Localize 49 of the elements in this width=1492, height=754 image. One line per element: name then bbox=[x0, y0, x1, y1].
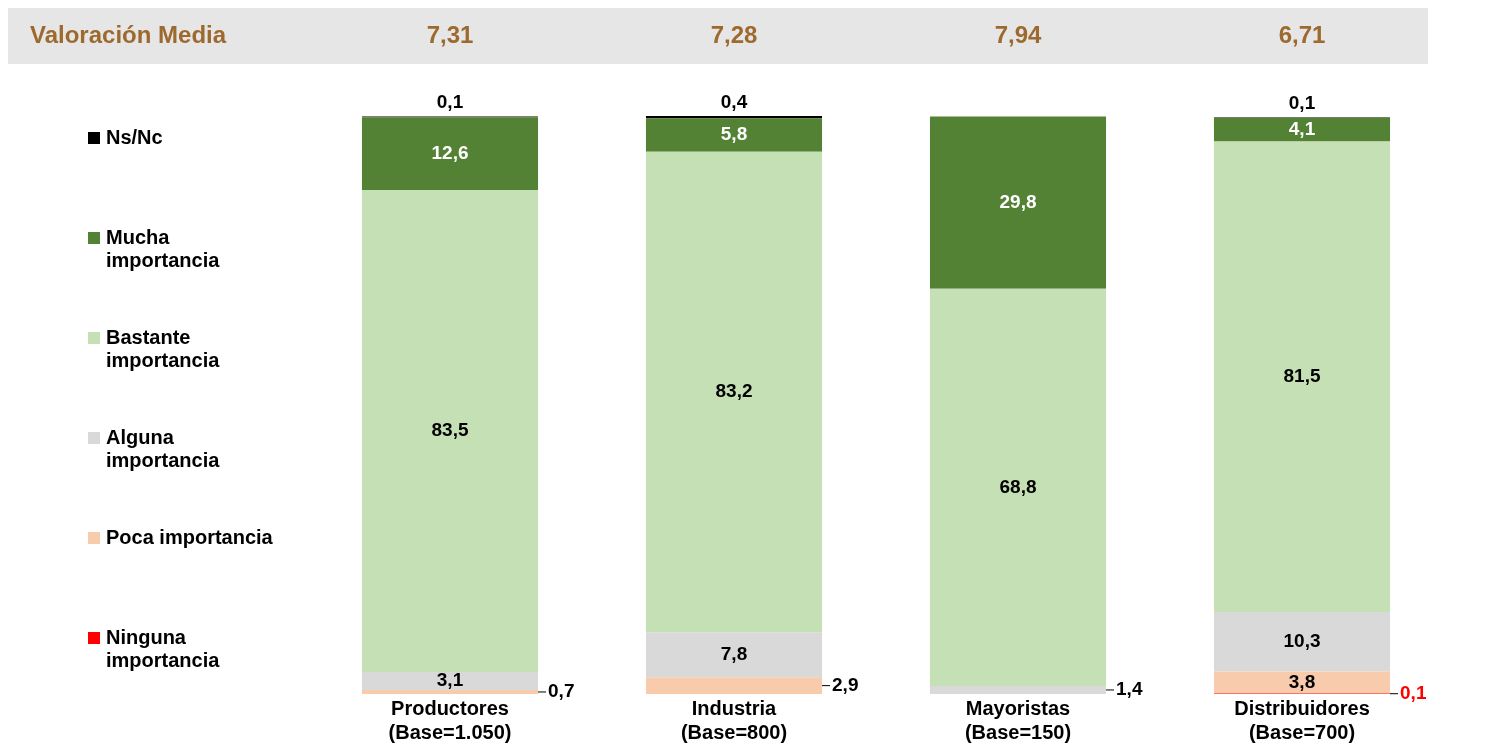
bar bbox=[645, 118, 823, 152]
text: 7,28 bbox=[710, 20, 758, 48]
bar bbox=[361, 117, 539, 190]
x-tick-label: Industria (Base=800) bbox=[680, 696, 788, 743]
bar bbox=[929, 116, 1107, 289]
legend-label: Poca importancia bbox=[106, 526, 273, 549]
data-label: 5,8 bbox=[720, 123, 748, 145]
x-tick-label: Distribuidores (Base=700) bbox=[1234, 696, 1370, 743]
data-label: 0,1 bbox=[1400, 681, 1427, 703]
bar bbox=[1213, 612, 1391, 672]
bar bbox=[361, 672, 539, 690]
data-label: 0,1 bbox=[436, 91, 464, 113]
bar bbox=[645, 632, 823, 678]
data-label: 0,4 bbox=[720, 90, 748, 112]
bar bbox=[1213, 117, 1391, 142]
text: 6,71 bbox=[1278, 20, 1326, 48]
bar bbox=[645, 677, 823, 694]
bar bbox=[1213, 141, 1391, 613]
x-tick-label: Productores (Base=1.050) bbox=[388, 696, 512, 743]
data-label: 83,5 bbox=[431, 419, 469, 441]
data-label: 83,2 bbox=[715, 380, 753, 402]
legend-label: Alguna importancia bbox=[106, 426, 221, 472]
bar bbox=[361, 689, 539, 694]
data-label: 81,5 bbox=[1283, 364, 1321, 386]
legend-label: Ninguna importancia bbox=[106, 626, 221, 672]
x-tick-label: Mayoristas (Base=150) bbox=[964, 696, 1072, 743]
data-label: 2,9 bbox=[832, 673, 859, 695]
data-label: 10,3 bbox=[1283, 629, 1321, 651]
data-label: 29,8 bbox=[999, 190, 1037, 212]
data-label: 0,7 bbox=[548, 680, 575, 702]
data-label: 7,8 bbox=[720, 642, 748, 664]
bar bbox=[929, 685, 1107, 694]
data-label: 1,4 bbox=[1116, 678, 1143, 700]
bar bbox=[361, 189, 539, 673]
data-label: 3,8 bbox=[1288, 670, 1316, 692]
legend-label: Bastante importancia bbox=[106, 326, 221, 372]
data-label: 68,8 bbox=[999, 475, 1037, 497]
bar bbox=[1213, 671, 1391, 694]
text: Valoración Media bbox=[30, 20, 227, 48]
bar bbox=[929, 288, 1107, 686]
text: 7,31 bbox=[426, 20, 474, 48]
data-label: 3,1 bbox=[436, 669, 464, 691]
bar bbox=[645, 151, 823, 633]
legend-label: Mucha importancia bbox=[106, 226, 221, 272]
data-label: 12,6 bbox=[431, 141, 469, 163]
data-label: 4,1 bbox=[1288, 117, 1316, 139]
data-label: 0,1 bbox=[1288, 91, 1316, 113]
text: 7,94 bbox=[994, 20, 1042, 48]
legend-label: Ns/Nc bbox=[106, 126, 163, 149]
